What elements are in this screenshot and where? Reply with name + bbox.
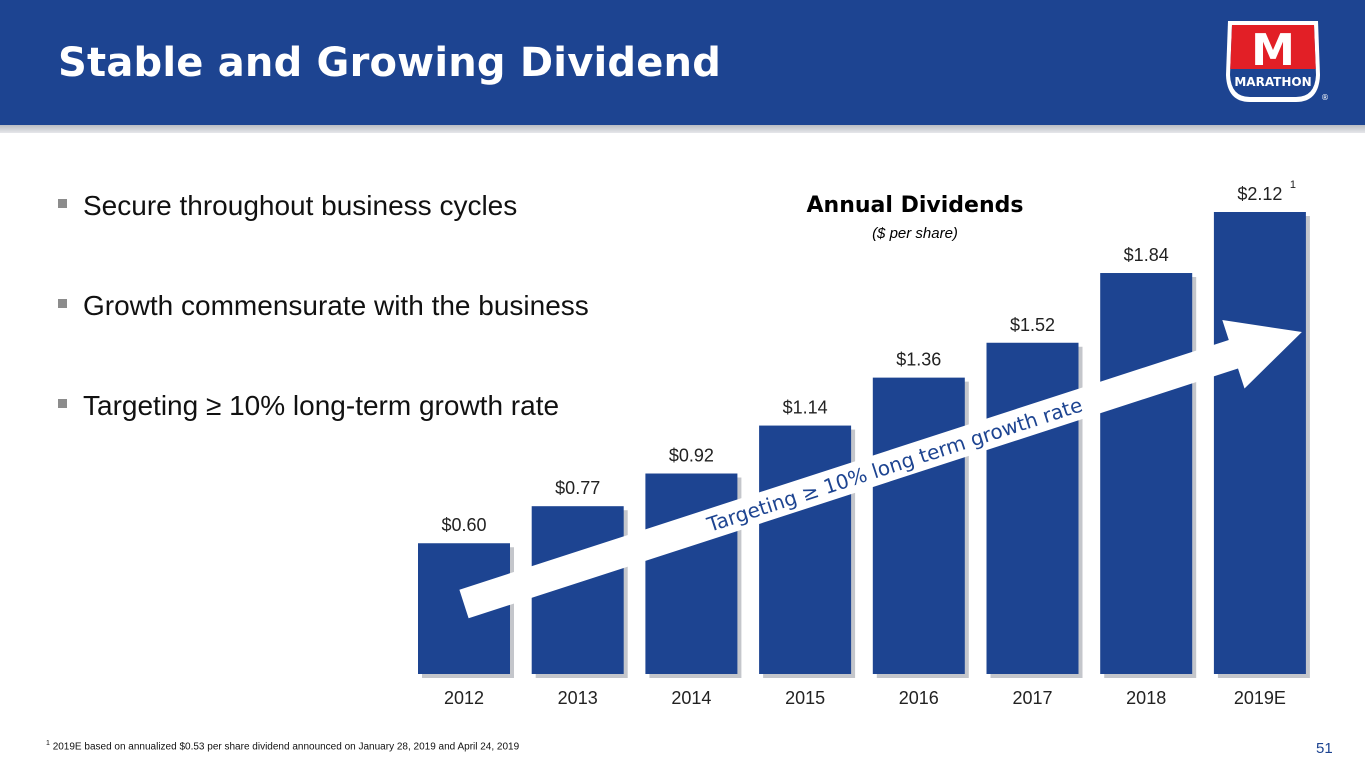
bar-2019E bbox=[1213, 212, 1306, 674]
header-bar bbox=[0, 0, 1365, 125]
bullet-square-icon bbox=[58, 399, 67, 409]
value-label-2015: $1.14 bbox=[783, 398, 828, 418]
logo-wordmark: MARATHON bbox=[1234, 75, 1311, 89]
bar-2014 bbox=[645, 473, 738, 674]
bullet-item: Targeting ≥ 10% long-term growth rate bbox=[58, 390, 559, 422]
header-divider bbox=[0, 125, 1365, 133]
bar-2018 bbox=[1100, 273, 1193, 674]
logo-red-band bbox=[1230, 25, 1316, 69]
logo-letter: M bbox=[1251, 25, 1295, 76]
chart-title: Annual Dividends bbox=[807, 193, 1024, 218]
marathon-logo: M MARATHON ® bbox=[1226, 21, 1328, 102]
bar-group: $0.60 2012 $0.77 2013 $0.92 2014 $1.14 2015 $1.3… bbox=[418, 179, 1310, 708]
bullet-item: Secure throughout business cycles bbox=[58, 190, 517, 222]
bullet-square-icon bbox=[58, 199, 67, 209]
value-label-2014: $0.92 bbox=[669, 446, 714, 466]
bullet-text: Growth commensurate with the business bbox=[83, 290, 589, 321]
x-tick-2012: 2012 bbox=[444, 688, 484, 708]
footnote-marker: 1 bbox=[46, 740, 50, 747]
bullet-text: Secure throughout business cycles bbox=[83, 190, 518, 221]
x-tick-2014: 2014 bbox=[671, 688, 711, 708]
value-label-2013: $0.77 bbox=[555, 478, 600, 498]
bullet-square-icon bbox=[58, 299, 67, 309]
x-tick-2016: 2016 bbox=[899, 688, 939, 708]
bar-2015 bbox=[759, 425, 852, 674]
bullet-text: Targeting ≥ 10% long-term growth rate bbox=[83, 390, 560, 421]
value-label-2017: $1.52 bbox=[1010, 315, 1055, 335]
chart-subtitle: ($ per share) bbox=[872, 225, 958, 242]
x-tick-2015: 2015 bbox=[785, 688, 825, 708]
x-tick-2013: 2013 bbox=[558, 688, 598, 708]
value-label-2018: $1.84 bbox=[1124, 245, 1169, 265]
bullet-item: Growth commensurate with the business bbox=[58, 290, 589, 322]
growth-arrow-shape bbox=[459, 320, 1302, 619]
bar-2016 bbox=[872, 377, 965, 674]
x-tick-2019E: 2019E bbox=[1234, 688, 1286, 708]
x-tick-2018: 2018 bbox=[1126, 688, 1166, 708]
logo-registered-mark: ® bbox=[1321, 93, 1328, 102]
footnote: 1 2019E based on annualized $0.53 per sh… bbox=[46, 740, 519, 752]
bar-2017 bbox=[986, 342, 1079, 674]
value-label-2012: $0.60 bbox=[441, 515, 486, 535]
footnote-text: 2019E based on annualized $0.53 per shar… bbox=[52, 741, 520, 753]
page-number: 51 bbox=[1316, 740, 1333, 757]
x-tick-2017: 2017 bbox=[1012, 688, 1052, 708]
value-label-superscript: 1 bbox=[1290, 179, 1296, 191]
value-label-2019E: $2.12 bbox=[1237, 184, 1282, 204]
slide-title: Stable and Growing Dividend bbox=[58, 40, 722, 86]
value-label-2016: $1.36 bbox=[896, 350, 941, 370]
